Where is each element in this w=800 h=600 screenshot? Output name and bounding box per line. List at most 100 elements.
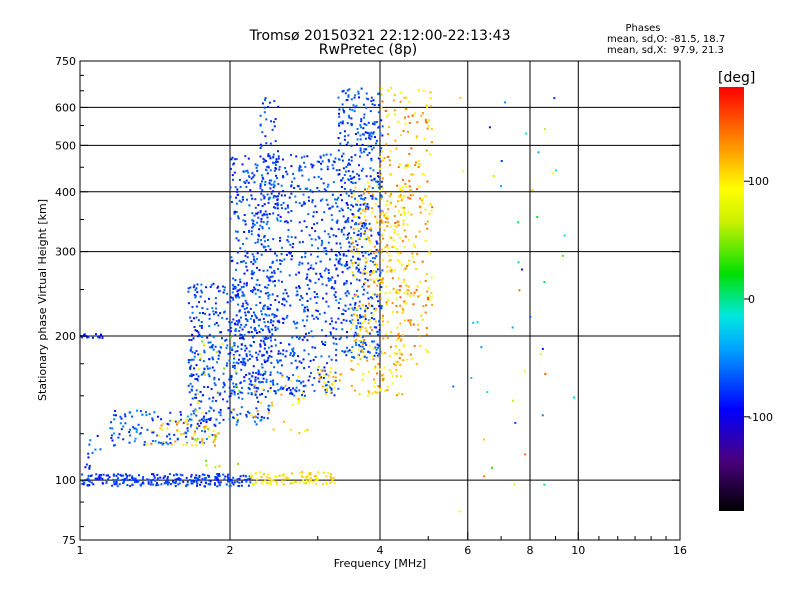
data-point <box>397 277 400 280</box>
data-point <box>105 474 108 477</box>
data-point <box>212 336 215 339</box>
data-point <box>281 480 284 483</box>
data-point <box>295 326 298 329</box>
data-point <box>252 365 255 368</box>
data-point <box>230 260 233 263</box>
data-point <box>195 287 198 290</box>
data-point <box>359 314 361 317</box>
data-point <box>251 291 254 293</box>
data-point <box>193 317 195 320</box>
data-point <box>153 411 156 414</box>
data-point <box>250 383 253 386</box>
data-point <box>194 329 197 332</box>
data-point <box>238 296 241 299</box>
data-point <box>387 246 389 249</box>
data-point <box>263 359 266 362</box>
data-point <box>240 286 243 289</box>
data-point <box>203 473 206 476</box>
data-point <box>256 478 258 481</box>
data-point <box>385 285 388 288</box>
data-point <box>311 314 314 317</box>
data-point <box>353 389 356 392</box>
data-point <box>403 96 406 99</box>
data-point <box>387 133 390 135</box>
data-point <box>338 108 341 111</box>
data-point <box>419 280 422 283</box>
data-point <box>230 389 233 392</box>
data-point <box>385 212 388 215</box>
data-point <box>247 171 250 174</box>
data-point <box>124 477 127 480</box>
data-point <box>254 420 256 423</box>
data-point <box>351 346 354 349</box>
data-point <box>381 277 384 280</box>
data-point <box>260 253 263 256</box>
data-point <box>359 358 362 361</box>
data-point <box>235 361 238 364</box>
data-point <box>375 351 378 354</box>
data-point <box>261 381 264 384</box>
data-point <box>338 115 341 118</box>
data-point <box>131 476 134 479</box>
data-point <box>267 473 270 476</box>
data-point <box>303 325 306 327</box>
y-tick-label: 750 <box>55 55 76 68</box>
data-point <box>216 485 219 488</box>
data-point <box>166 483 169 486</box>
data-point <box>182 480 185 483</box>
data-point <box>259 419 262 422</box>
data-point <box>236 413 239 416</box>
data-point <box>310 264 313 267</box>
data-point <box>231 156 234 159</box>
data-point <box>342 233 345 236</box>
data-point <box>430 296 433 299</box>
data-point <box>96 477 99 480</box>
data-point <box>290 165 293 168</box>
data-point <box>175 480 177 483</box>
data-point <box>360 316 363 318</box>
data-point <box>348 266 351 269</box>
data-point <box>281 474 284 477</box>
data-point <box>362 342 365 345</box>
data-point <box>279 359 282 362</box>
data-point <box>260 310 263 313</box>
data-point <box>331 383 334 386</box>
data-point <box>238 320 241 323</box>
data-point <box>392 287 395 290</box>
data-point <box>289 428 292 431</box>
data-point <box>301 394 303 397</box>
data-point <box>400 134 403 137</box>
data-point <box>289 392 292 395</box>
data-point <box>240 323 243 326</box>
data-point <box>203 425 206 428</box>
data-point <box>208 479 211 482</box>
data-point <box>255 386 258 389</box>
y-tick-label: 300 <box>55 246 76 259</box>
data-point <box>266 193 269 196</box>
data-point <box>361 222 364 225</box>
data-point <box>189 479 192 481</box>
data-point <box>323 369 326 372</box>
data-point <box>236 294 239 297</box>
data-point <box>401 185 404 188</box>
data-point <box>381 248 383 251</box>
data-point <box>235 237 238 240</box>
data-point <box>332 167 335 170</box>
data-point <box>529 315 532 318</box>
data-point <box>201 477 204 480</box>
data-point <box>317 175 320 178</box>
data-point <box>193 480 195 483</box>
data-point <box>357 233 360 236</box>
data-point <box>422 90 425 92</box>
data-point <box>402 268 405 271</box>
data-point <box>255 390 258 393</box>
data-point <box>217 354 220 357</box>
data-point <box>403 208 406 211</box>
data-point <box>379 132 382 135</box>
data-point <box>209 480 212 483</box>
data-point <box>237 485 240 487</box>
data-point <box>268 389 271 392</box>
data-point <box>387 89 390 92</box>
data-point <box>382 373 385 376</box>
